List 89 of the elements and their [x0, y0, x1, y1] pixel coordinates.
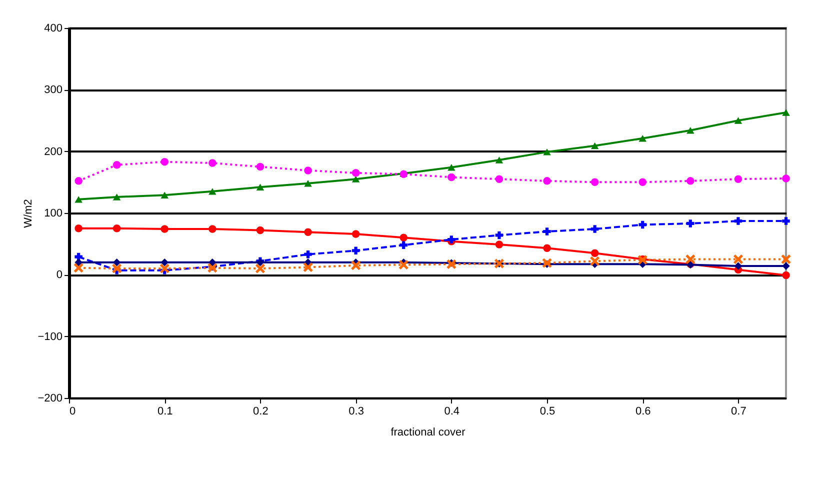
x-tick-label: 0.7	[731, 406, 746, 418]
point	[160, 258, 168, 266]
point	[208, 258, 216, 266]
point	[448, 164, 456, 171]
point	[590, 178, 599, 186]
point	[208, 159, 216, 167]
point	[304, 228, 312, 236]
point	[638, 178, 646, 186]
point	[590, 256, 600, 266]
y-tick-label: 300	[44, 84, 62, 96]
point	[112, 224, 121, 232]
point	[256, 184, 264, 190]
point	[160, 192, 168, 198]
point	[352, 176, 360, 182]
point	[352, 169, 360, 177]
point	[734, 117, 742, 124]
point	[74, 224, 82, 232]
y-tick-label: 200	[44, 146, 62, 158]
point	[207, 262, 218, 274]
y-tick-label: 400	[44, 22, 62, 34]
point	[590, 225, 599, 233]
point	[160, 225, 168, 233]
point	[686, 177, 694, 185]
x-tick-label: 0.4	[444, 406, 460, 418]
point	[112, 258, 121, 266]
y-tick-label: 0	[56, 269, 62, 282]
x-axis-title: fractional cover	[390, 426, 466, 438]
point	[780, 254, 792, 264]
y-axis-title: W/m2	[22, 199, 35, 228]
point	[400, 241, 408, 249]
point	[782, 271, 790, 280]
point	[733, 254, 744, 264]
point	[302, 262, 314, 272]
y-tick-label: −200	[38, 392, 62, 404]
point	[446, 259, 457, 270]
point	[543, 244, 551, 252]
point	[495, 240, 504, 248]
point	[74, 258, 82, 266]
x-tick-label: 0.3	[348, 406, 364, 418]
point	[590, 249, 599, 257]
point	[734, 217, 742, 225]
point	[590, 142, 599, 150]
point	[495, 156, 504, 164]
point	[398, 260, 409, 270]
x-tick-label: 0.2	[253, 406, 268, 418]
point	[73, 262, 84, 274]
point	[208, 225, 216, 233]
point	[304, 180, 312, 187]
point	[159, 263, 170, 274]
point	[304, 166, 312, 174]
point	[542, 258, 552, 268]
point	[782, 109, 790, 116]
point	[304, 250, 312, 258]
point	[74, 252, 82, 261]
point	[256, 162, 264, 171]
point	[543, 148, 551, 156]
point	[495, 175, 504, 183]
point	[543, 228, 551, 236]
point	[686, 220, 694, 228]
y-tick-label: 100	[44, 208, 62, 220]
point	[638, 135, 646, 142]
point	[112, 161, 121, 169]
x-tick-label: 0	[70, 406, 76, 418]
point	[543, 177, 551, 185]
point	[400, 234, 408, 242]
point	[74, 196, 82, 203]
point	[495, 231, 504, 240]
point	[208, 188, 216, 195]
x-tick-label: 0.1	[157, 406, 173, 418]
point	[112, 194, 121, 200]
y-tick-label: −100	[38, 330, 62, 343]
point	[686, 127, 694, 134]
x-tick-label: 0.5	[540, 406, 556, 418]
point	[74, 177, 82, 185]
point	[734, 175, 742, 183]
point	[255, 263, 266, 274]
point	[782, 262, 790, 270]
point	[782, 174, 790, 182]
point	[352, 246, 360, 254]
point	[256, 226, 264, 234]
point	[350, 260, 361, 271]
point	[448, 173, 456, 182]
point	[782, 217, 790, 225]
x-tick-label: 0.6	[635, 406, 651, 418]
point	[160, 158, 168, 166]
point	[685, 254, 696, 264]
point	[638, 220, 646, 229]
point	[352, 230, 360, 238]
point	[112, 263, 122, 274]
